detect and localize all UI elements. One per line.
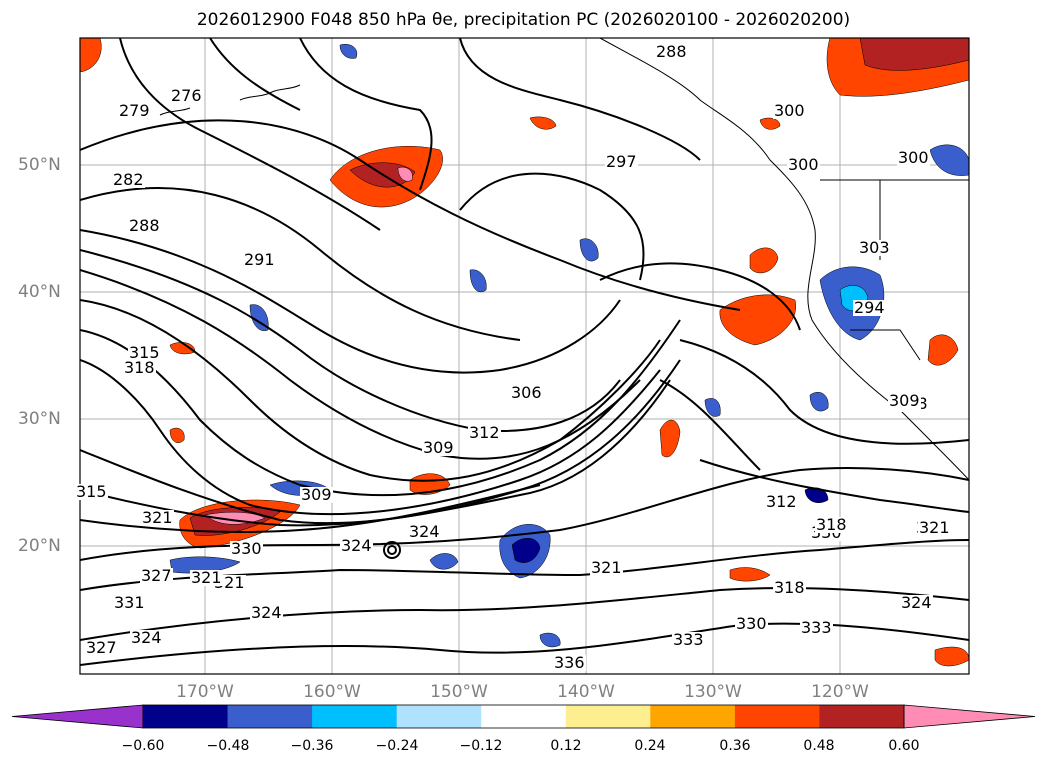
contour-label: 327 <box>85 638 118 657</box>
colorbar-tick-label: −0.48 <box>206 738 250 754</box>
contour-label: 333 <box>800 618 833 637</box>
contour-label: 324 <box>130 628 163 647</box>
colorbar-extend-low <box>11 704 144 729</box>
contour-label: 288 <box>128 216 161 235</box>
contour-label: 324 <box>408 522 441 541</box>
contour-label: 291 <box>243 250 276 269</box>
contour-label: 331 <box>113 593 146 612</box>
colorbar-tick-label: 0.24 <box>634 738 666 754</box>
graticule <box>80 38 969 674</box>
colorbar-swatch <box>396 705 482 728</box>
contour-label: 330 <box>735 614 768 633</box>
contour-label: 294 <box>853 298 886 317</box>
contour-label: 309 <box>422 438 455 457</box>
lon-label-150w: 150°W <box>430 682 488 702</box>
contour-label: 297 <box>605 152 638 171</box>
lon-label-140w: 140°W <box>557 682 615 702</box>
contour-label: 303 <box>858 238 891 257</box>
contour-label: 309 <box>300 485 333 504</box>
contour-label: 324 <box>250 603 283 622</box>
colorbar-swatch <box>819 705 905 728</box>
contour-label: 333 <box>672 630 705 649</box>
lat-label-40n: 40°N <box>18 282 61 302</box>
contour-label: 288 <box>655 42 688 61</box>
contour-label: 312 <box>468 423 501 442</box>
contour-label: 306 <box>510 383 543 402</box>
colorbar-swatch <box>734 705 820 728</box>
map-title: 2026012900 F048 850 hPa θe, precipitatio… <box>196 10 851 30</box>
contour-label: 318 <box>815 515 848 534</box>
lon-label-120w: 120°W <box>811 682 869 702</box>
contour-label: 282 <box>112 170 145 189</box>
colorbar-swatch <box>227 705 313 728</box>
colorbar-swatch <box>650 705 736 728</box>
contour-label: 315 <box>75 482 108 501</box>
colorbar-extend-high <box>903 704 1036 729</box>
contour-label: 312 <box>765 492 798 511</box>
lon-label-170w: 170°W <box>176 682 234 702</box>
lon-label-130w: 130°W <box>684 682 742 702</box>
contour-label: 321 <box>190 568 223 587</box>
contour-label: 315 <box>128 343 161 362</box>
contour-label: 330 <box>230 539 263 558</box>
colorbar-tick-label: −0.36 <box>290 738 334 754</box>
colorbar-tick-label: −0.24 <box>375 738 419 754</box>
colorbar-tick-label: 0.36 <box>719 738 751 754</box>
colorbar-tick-label: 0.48 <box>803 738 835 754</box>
contour-label: 321 <box>141 508 174 527</box>
contour-label: 300 <box>897 148 930 167</box>
contour-label: 327 <box>140 566 173 585</box>
colorbar-swatch <box>143 705 229 728</box>
contour-label: 321 <box>918 518 951 537</box>
contour-label: 309 <box>888 391 921 410</box>
contour-label: 279 <box>118 101 151 120</box>
contour-label: 321 <box>590 558 623 577</box>
contour-label: 300 <box>773 101 806 120</box>
colorbar-swatch <box>481 705 567 728</box>
contour-label: 324 <box>900 593 933 612</box>
contour-label: 318 <box>773 578 806 597</box>
contour-label: 336 <box>553 653 586 672</box>
contour-label: 318 <box>123 358 156 377</box>
lat-label-30n: 30°N <box>18 409 61 429</box>
colorbar-tick-label: −0.60 <box>121 738 165 754</box>
colorbar-swatch <box>565 705 651 728</box>
theta-e-contours <box>80 38 969 666</box>
colorbar-tick-label: 0.60 <box>888 738 920 754</box>
lon-label-160w: 160°W <box>303 682 361 702</box>
colorbar-tick-label: −0.12 <box>459 738 503 754</box>
contour-label: 324 <box>340 536 373 555</box>
colorbar <box>11 704 1036 729</box>
lat-label-20n: 20°N <box>18 536 61 556</box>
contour-label: 276 <box>170 86 203 105</box>
colorbar-tick-label: 0.12 <box>550 738 582 754</box>
lat-label-50n: 50°N <box>18 155 61 175</box>
closed-contour <box>383 541 401 559</box>
colorbar-swatch <box>312 705 398 728</box>
contour-label: 300 <box>787 155 820 174</box>
